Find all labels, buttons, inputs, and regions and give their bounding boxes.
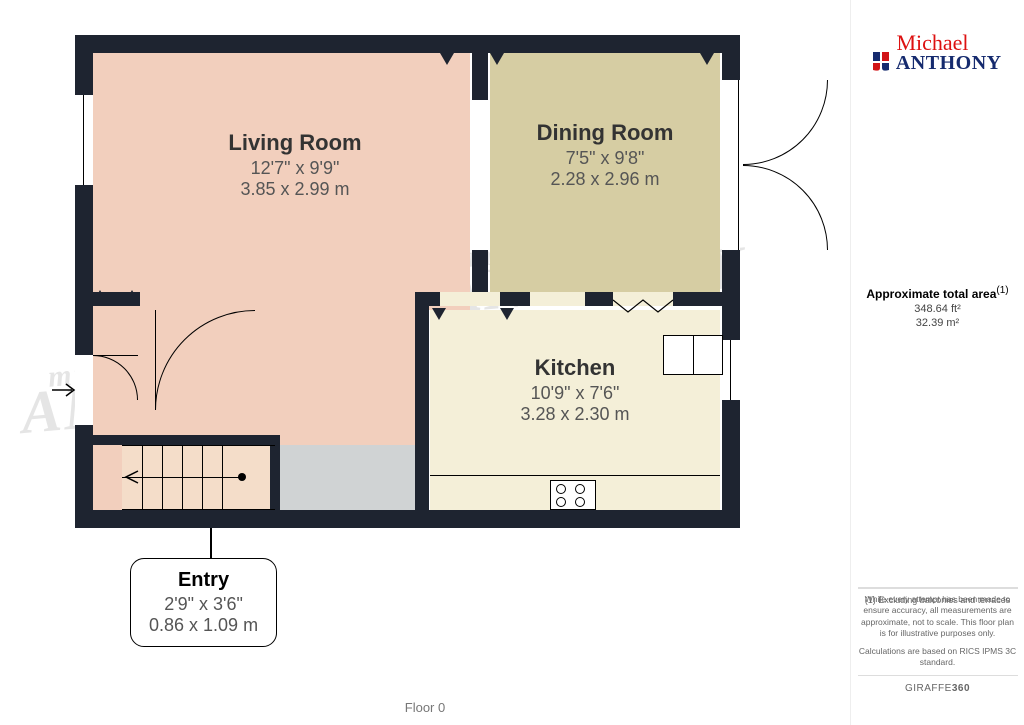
window-glass — [83, 95, 84, 185]
disclaimer-text: While every attempt has been made to ens… — [858, 594, 1018, 640]
disclaimer: While every attempt has been made to ens… — [858, 581, 1018, 695]
area-m: 32.39 m² — [866, 317, 1008, 329]
shield-icon — [873, 52, 889, 72]
door-leaf — [738, 80, 739, 165]
arrow-icon — [432, 308, 446, 320]
room-dim-metric: 0.86 x 1.09 m — [149, 615, 258, 636]
room-dim-metric: 3.28 x 2.30 m — [475, 404, 675, 425]
door-gap — [440, 292, 500, 306]
stairs — [122, 445, 275, 510]
room-dim-metric: 2.28 x 2.96 m — [505, 169, 705, 190]
arrow-icon — [490, 53, 504, 65]
area-title: Approximate total area(1) — [866, 285, 1008, 301]
window-gap — [722, 340, 740, 400]
label-kitchen: Kitchen 10'9" x 7'6" 3.28 x 2.30 m — [475, 355, 675, 425]
floorplan-area: michael ANTHONY michael ANTHONY — [0, 0, 850, 725]
hob-icon — [550, 480, 596, 510]
counter-line — [430, 475, 720, 476]
arrow-icon — [440, 53, 454, 65]
area-ft: 348.64 ft² — [866, 303, 1008, 315]
generator: GIRAFFE360 — [858, 682, 1018, 696]
page: michael ANTHONY michael ANTHONY — [0, 0, 1024, 725]
entry-leader — [210, 528, 212, 558]
wall — [90, 435, 125, 445]
room-dim-imperial: 12'7" x 9'9" — [180, 158, 410, 179]
label-dining: Dining Room 7'5" x 9'8" 2.28 x 2.96 m — [505, 120, 705, 190]
label-living: Living Room 12'7" x 9'9" 3.85 x 2.99 m — [180, 130, 410, 200]
door-gap — [530, 292, 585, 306]
room-name: Living Room — [180, 130, 410, 156]
arrow-icon — [700, 53, 714, 65]
floor-caption: Floor 0 — [0, 700, 850, 715]
entry-arrow-icon — [52, 380, 80, 400]
room-dim-imperial: 2'9" x 3'6" — [149, 594, 258, 615]
wall — [415, 292, 429, 520]
brand-logo: Michael ANTHONY — [873, 30, 1001, 75]
floorplan: Living Room 12'7" x 9'9" 3.85 x 2.99 m D… — [60, 20, 780, 580]
wall — [75, 35, 740, 53]
room-void — [275, 445, 425, 510]
entry-callout: Entry 2'9" x 3'6" 0.86 x 1.09 m — [130, 558, 277, 647]
arrow-icon — [500, 308, 514, 320]
room-name: Entry — [149, 569, 258, 592]
window-gap — [75, 95, 93, 185]
door-leaf — [738, 165, 739, 250]
sidebar: Michael ANTHONY Approximate total area(1… — [850, 0, 1024, 725]
wall — [75, 510, 740, 528]
door-leaf — [155, 310, 156, 410]
bifold-icon — [613, 298, 673, 316]
area-block: Approximate total area(1) 348.64 ft² 32.… — [866, 285, 1008, 329]
room-name: Dining Room — [505, 120, 705, 146]
wall — [472, 50, 488, 100]
window-glass — [730, 340, 731, 400]
room-dim-metric: 3.85 x 2.99 m — [180, 179, 410, 200]
room-dim-imperial: 10'9" x 7'6" — [475, 383, 675, 404]
wall — [110, 435, 280, 445]
room-name: Kitchen — [475, 355, 675, 381]
disclaimer-text: Calculations are based on RICS IPMS 3C s… — [858, 646, 1018, 669]
brand-main: ANTHONY — [896, 52, 1002, 74]
room-dim-imperial: 7'5" x 9'8" — [505, 148, 705, 169]
arrow-icon — [93, 290, 107, 302]
arrow-icon — [125, 290, 139, 302]
